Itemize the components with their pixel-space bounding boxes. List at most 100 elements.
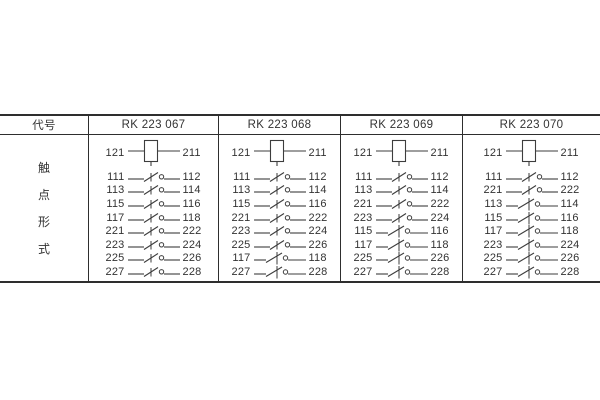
nc-contact-icon [375,238,428,252]
contact-terminal-right: 228 [182,265,202,278]
contact-terminal-right: 226 [308,238,328,251]
contact-terminal-left: 111 [107,170,125,183]
no-contact-icon [253,199,306,209]
contact-row: 225 226 [347,252,457,266]
no-contact-icon [375,212,428,223]
contact-terminal-right: 116 [182,197,201,210]
coil-terminal-left: 121 [105,147,125,159]
row-label-char: 点 [37,188,50,202]
no-contact-icon [375,171,428,182]
contact-terminal-right: 118 [430,238,449,251]
contact-terminal-left: 221 [353,197,373,210]
row-label-char: 形 [37,215,50,229]
contact-terminal-left: 221 [483,184,503,197]
coil-terminal-right: 211 [308,147,327,159]
no-contact-icon [505,171,558,182]
contact-terminal-right: 226 [560,252,580,265]
contact-terminal-right: 226 [430,252,450,265]
header-model-3: RK 223 069 [340,116,462,135]
no-contact-icon [127,185,180,196]
contact-terminal-left: 227 [231,265,251,278]
header-model-4: RK 223 070 [462,116,600,135]
contact-terminal-right: 114 [430,184,449,197]
contact-terminal-right: 222 [430,197,450,210]
coil-row: 121 211 [477,139,587,167]
row-label-contact-form: 触 点 形 式 [0,135,88,281]
contact-terminal-right: 114 [182,184,201,197]
contact-row: 111 112 [99,170,209,184]
no-contact-icon [375,199,428,209]
contact-row: 227 228 [225,265,335,279]
contact-terminal-left: 117 [484,225,503,238]
contact-row: 225 226 [225,238,335,252]
contact-row: 113 114 [99,184,209,198]
no-contact-icon [253,239,306,250]
contact-terminal-right: 112 [560,170,579,183]
relay-coil-icon [505,139,558,167]
row-label-char: 式 [37,242,50,256]
contact-terminal-left: 111 [233,170,251,183]
coil-terminal-right: 211 [560,147,579,159]
contact-terminal-left: 225 [483,252,503,265]
contact-terminal-left: 223 [231,225,251,238]
nc-contact-icon [505,265,558,279]
coil-row: 121 211 [347,139,457,167]
diagram-cell-1: 121 211 111 112 113 114 115 116 117 [88,135,218,281]
contact-terminal-left: 223 [105,238,125,251]
contact-row: 223 224 [99,238,209,252]
contact-row: 221 222 [99,224,209,238]
contact-terminal-left: 221 [105,225,125,238]
relay-coil-icon [127,139,180,167]
no-contact-icon [253,226,306,237]
contact-terminal-right: 224 [182,238,202,251]
contact-row: 117 118 [99,211,209,225]
contact-terminal-right: 112 [430,170,449,183]
contact-terminal-right: 118 [308,252,327,265]
nc-contact-icon [505,238,558,252]
contact-terminal-right: 116 [560,211,579,224]
contact-terminal-right: 226 [182,252,202,265]
no-contact-icon [127,226,180,237]
contact-terminal-right: 222 [308,211,328,224]
contact-terminal-left: 115 [484,211,503,224]
contact-terminal-left: 117 [354,238,373,251]
diagram-cell-4: 121 211 111 112 221 222 113 114 115 116 117 [462,135,600,281]
contact-terminal-left: 111 [485,170,503,183]
no-contact-icon [127,212,180,223]
contact-row: 225 226 [477,252,587,266]
contact-terminal-right: 228 [308,265,328,278]
contact-terminal-left: 113 [232,184,251,197]
no-contact-icon [127,171,180,182]
coil-row: 121 211 [225,139,335,167]
nc-contact-icon [505,211,558,225]
no-contact-icon [127,266,180,277]
contact-terminal-left: 227 [105,265,125,278]
header-model-2: RK 223 068 [218,116,340,135]
contact-terminal-left: 117 [106,211,125,224]
contact-terminal-right: 116 [430,225,449,238]
contact-row: 115 116 [225,197,335,211]
contact-row: 111 112 [225,170,335,184]
contact-terminal-right: 228 [430,265,450,278]
nc-contact-icon [375,225,428,238]
contact-terminal-left: 113 [484,197,503,210]
no-contact-icon [127,199,180,209]
contact-terminal-left: 223 [483,238,503,251]
contact-terminal-right: 114 [560,197,579,210]
contact-terminal-left: 223 [353,211,373,224]
coil-terminal-left: 121 [231,147,251,159]
nc-contact-icon [253,252,306,265]
contact-row: 117 118 [347,238,457,252]
contact-terminal-right: 224 [308,225,328,238]
no-contact-icon [253,212,306,223]
no-contact-icon [253,171,306,182]
diagram-cell-3: 121 211 111 112 113 114 221 222 223 [340,135,462,281]
contact-row: 117 118 [477,224,587,238]
contact-terminal-right: 228 [560,265,580,278]
row-label-char: 触 [37,161,50,175]
contact-terminal-right: 224 [560,238,580,251]
contact-row: 223 224 [477,238,587,252]
no-contact-icon [375,185,428,196]
contact-terminal-right: 114 [308,184,327,197]
